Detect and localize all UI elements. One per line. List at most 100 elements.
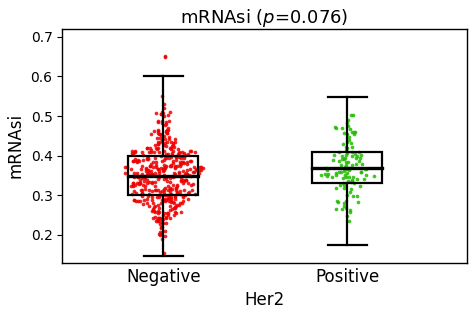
Point [167,200,174,205]
Point [184,197,192,202]
Point [138,193,146,198]
Point [175,150,183,155]
Point [177,191,184,197]
Point [128,151,136,156]
Point [173,189,181,194]
Point [193,167,201,172]
Point [131,183,139,188]
Point [181,154,188,159]
Point [155,174,163,179]
Point [127,167,135,172]
Point [344,118,352,123]
Point [350,130,358,135]
Point [346,190,354,195]
Point [178,150,185,155]
Point [170,143,177,148]
Point [178,201,186,206]
Point [154,210,161,215]
Point [173,190,181,195]
Point [154,142,161,147]
Point [151,155,159,161]
Point [155,215,163,220]
Point [169,174,176,179]
Point [129,182,137,187]
Point [162,165,169,170]
Point [123,164,130,169]
Point [161,197,168,202]
Point [171,164,178,169]
Point [323,167,331,173]
Point [147,169,155,174]
Point [129,183,137,188]
Point [142,176,149,181]
Point [163,198,170,203]
Point [187,148,195,153]
Point [152,162,160,167]
Point [335,159,343,164]
Point [167,198,175,203]
Point [142,173,149,178]
Point [152,111,159,116]
Point [136,181,143,186]
Point [176,188,184,193]
Point [153,218,160,223]
Point [165,196,173,201]
Point [148,179,156,184]
Point [191,191,199,196]
Point [198,164,205,169]
Point [176,163,183,168]
Point [150,209,158,214]
Point [163,176,170,181]
Point [144,156,152,161]
Point [153,147,160,152]
Point [172,155,180,160]
Point [137,181,144,186]
Point [167,145,174,150]
Point [156,193,164,198]
Point [162,221,169,226]
Point [157,133,164,138]
Point [333,125,340,131]
Point [167,195,174,200]
Point [182,193,189,198]
Point [179,194,187,199]
Point [139,183,147,188]
Point [342,160,349,165]
Point [176,160,183,165]
Point [162,165,169,170]
Point [136,180,143,185]
Point [157,154,165,159]
Point [142,166,150,171]
Point [355,149,363,154]
Point [165,136,173,141]
Point [161,156,169,161]
Point [154,119,162,125]
Point [162,214,170,219]
Point [164,213,171,218]
Point [342,175,349,180]
Point [348,149,356,155]
Point [177,175,185,180]
Point [151,170,159,175]
Point [166,175,174,180]
Point [172,187,180,192]
Point [154,188,161,193]
Point [348,177,356,182]
Point [156,136,164,141]
Point [342,172,349,177]
Point [171,173,178,179]
Point [323,165,330,170]
Point [146,168,153,173]
Point [196,164,204,169]
Point [144,194,151,199]
Point [154,202,162,207]
Point [347,180,355,185]
Point [330,152,338,157]
Point [167,191,174,197]
Point [169,200,177,205]
Point [162,174,170,179]
Point [180,178,187,183]
Point [343,166,350,171]
Point [343,153,350,158]
Point [170,170,178,175]
